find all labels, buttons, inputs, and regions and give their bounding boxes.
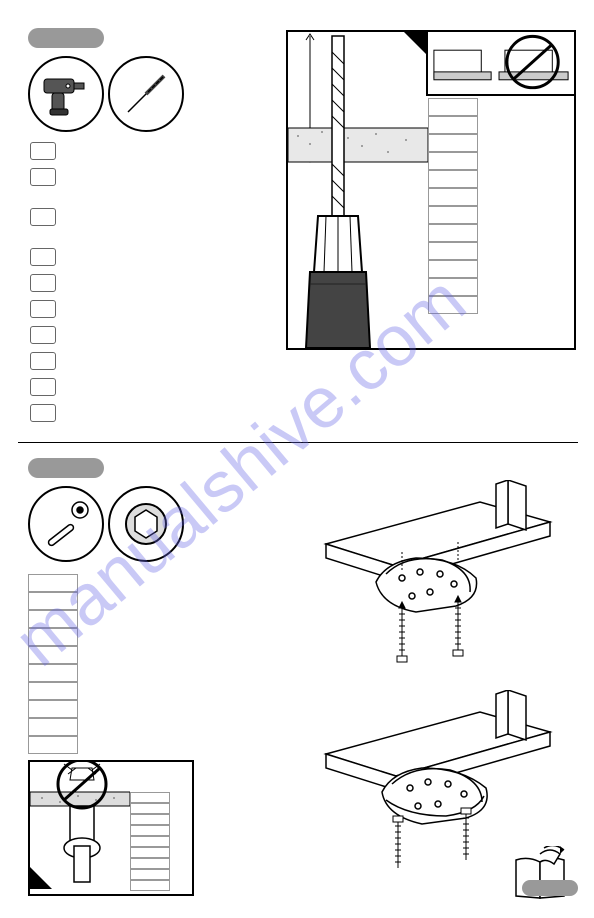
socket-icon — [108, 486, 184, 562]
step3-tools — [28, 486, 188, 562]
manual-page: manualshive.com — [0, 0, 594, 918]
step2-tick-marks — [428, 98, 478, 314]
step2-tools — [28, 56, 188, 132]
prohibition-panel — [426, 32, 574, 96]
checkbox — [30, 142, 56, 160]
drill-bit-icon — [108, 56, 184, 132]
checkbox — [30, 248, 56, 266]
warning-icon — [30, 867, 52, 894]
step2-badge — [28, 28, 104, 53]
step3-badge — [28, 458, 104, 483]
drill-icon — [28, 56, 104, 132]
step3-warning-panel — [28, 760, 194, 896]
checkbox — [30, 274, 56, 292]
warning-tick-marks — [130, 792, 170, 891]
page-turn-badge — [522, 880, 578, 896]
checkbox — [30, 352, 56, 370]
checkbox — [30, 378, 56, 396]
ratchet-icon — [28, 486, 104, 562]
checkbox — [30, 404, 56, 422]
step3-tick-marks — [28, 574, 78, 754]
step2-language-checkboxes — [30, 142, 56, 422]
section-divider — [18, 442, 578, 443]
page-turn-indicator — [510, 846, 574, 900]
bracket-diagram-a — [306, 480, 556, 670]
checkbox — [30, 208, 56, 226]
step2-drill-diagram — [286, 30, 576, 350]
checkbox — [30, 300, 56, 318]
checkbox — [30, 168, 56, 186]
checkbox — [30, 326, 56, 344]
